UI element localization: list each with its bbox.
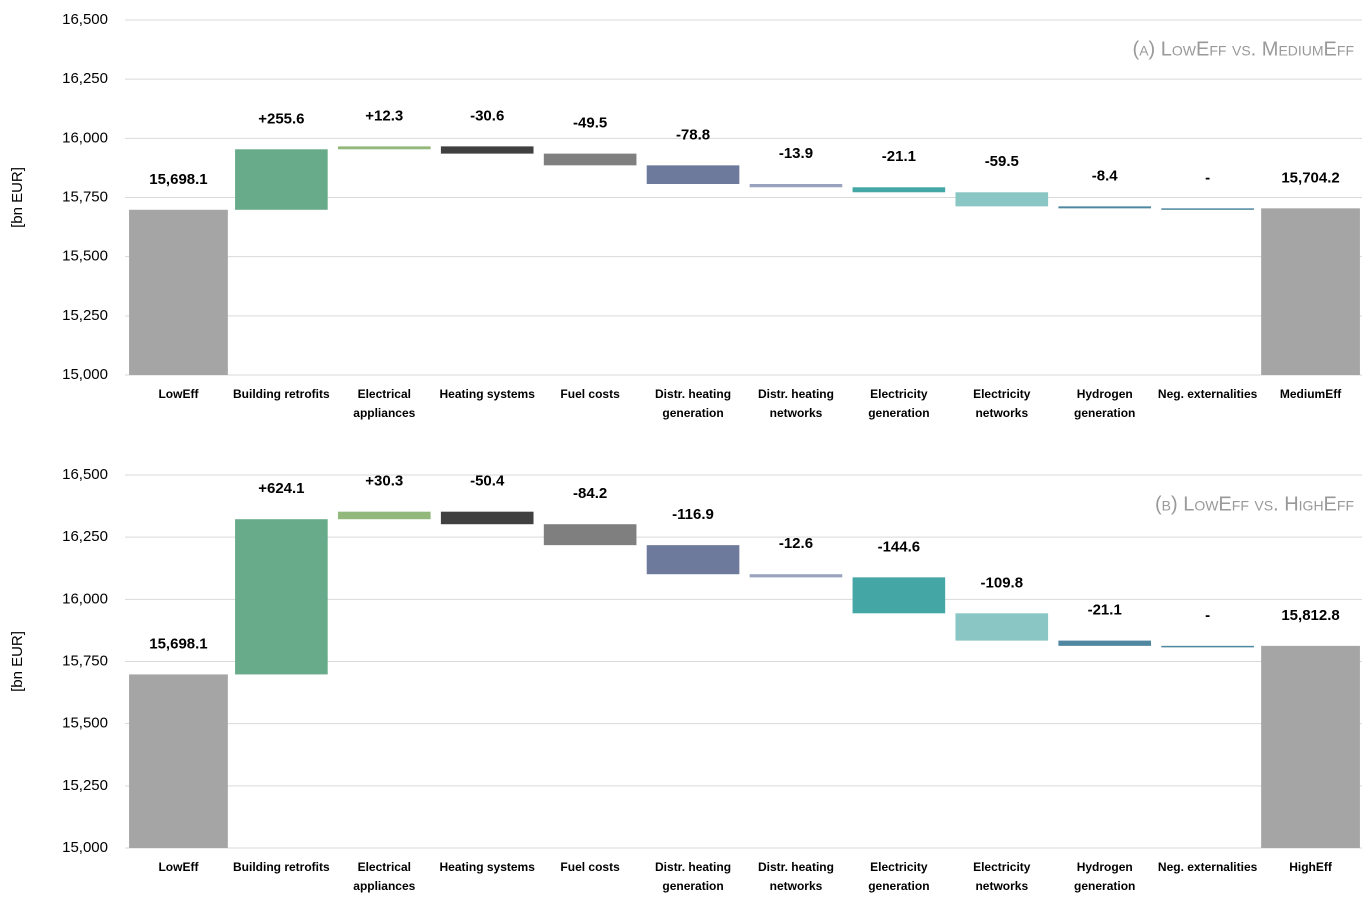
value-label: +30.3	[365, 473, 403, 490]
y-tick-label: 15,500	[62, 248, 108, 265]
value-label: -59.5	[985, 153, 1019, 170]
value-label: -30.6	[470, 107, 504, 124]
x-tick-label: Heating systems	[439, 860, 535, 874]
y-tick-label: 15,500	[62, 715, 108, 732]
bar	[852, 187, 946, 193]
value-label: -49.5	[573, 115, 607, 132]
bar	[1058, 640, 1152, 646]
y-tick-label: 15,250	[62, 307, 108, 324]
x-tick-label: Electricity generation	[868, 387, 930, 420]
x-tick-label: Building retrofits	[233, 387, 330, 401]
bar	[1161, 208, 1254, 210]
x-tick-label: Electrical appliances	[353, 387, 416, 420]
y-axis-label: [bn EUR]	[9, 631, 26, 692]
x-tick-label: Neg. externalities	[1157, 387, 1258, 401]
bar	[543, 153, 637, 166]
y-tick-label: 15,000	[62, 839, 108, 856]
x-tick-label: Neg. externalities	[1157, 860, 1258, 874]
bar	[749, 574, 843, 578]
y-tick-label: 15,750	[62, 652, 108, 669]
y-tick-label: 16,250	[62, 70, 108, 87]
bar	[1161, 645, 1254, 648]
value-label: -21.1	[1088, 602, 1122, 619]
bar	[1261, 208, 1360, 375]
bar	[235, 519, 328, 675]
chart-subtitle: (a) LowEff vs. MediumEff	[1133, 38, 1354, 60]
bar	[440, 511, 534, 525]
value-label: -12.6	[779, 535, 813, 552]
value-label: -50.4	[470, 473, 505, 490]
value-label: 15,698.1	[149, 171, 207, 188]
bar	[852, 577, 946, 614]
x-tick-label: Electricity networks	[973, 387, 1031, 420]
value-label: -84.2	[573, 485, 607, 502]
x-tick-label: Heating systems	[439, 387, 535, 401]
value-label: -	[1205, 607, 1210, 624]
bar	[129, 209, 228, 375]
value-label: -	[1205, 169, 1210, 186]
bar	[440, 146, 534, 154]
y-axis-label: [bn EUR]	[9, 167, 26, 228]
x-tick-label: Electrical appliances	[353, 860, 416, 893]
x-tick-label: MediumEff	[1279, 387, 1342, 401]
value-label: 15,704.2	[1281, 169, 1339, 186]
value-label: +624.1	[258, 480, 304, 497]
y-tick-label: 15,250	[62, 777, 108, 794]
value-label: -21.1	[882, 148, 916, 165]
x-tick-label: Hydrogen generation	[1074, 387, 1136, 420]
bar	[1058, 206, 1152, 209]
bar	[543, 524, 637, 546]
bar	[646, 165, 740, 184]
value-label: +255.6	[258, 110, 304, 127]
y-tick-label: 16,250	[62, 528, 108, 545]
bar	[955, 613, 1049, 641]
x-tick-label: Electricity generation	[868, 860, 930, 893]
bar	[337, 511, 431, 520]
bar	[749, 183, 843, 188]
bar	[1261, 645, 1360, 848]
x-tick-label: Hydrogen generation	[1074, 860, 1136, 893]
y-tick-label: 16,000	[62, 129, 108, 146]
y-tick-label: 16,000	[62, 590, 108, 607]
value-label: -13.9	[779, 145, 813, 162]
y-tick-label: 15,750	[62, 188, 108, 205]
x-tick-label: HighEff	[1289, 860, 1332, 874]
value-label: -109.8	[981, 574, 1024, 591]
bar	[337, 146, 431, 150]
value-label: 15,698.1	[149, 635, 207, 652]
value-label: -116.9	[672, 506, 714, 523]
x-tick-label: Distr. heating generation	[655, 860, 732, 893]
x-tick-label: Distr. heating networks	[757, 860, 834, 893]
chart-subtitle: (b) LowEff vs. HighEff	[1155, 493, 1354, 515]
y-tick-label: 16,500	[62, 466, 108, 483]
x-tick-label: Distr. heating networks	[757, 387, 834, 420]
x-tick-label: LowEff	[158, 860, 199, 874]
bar	[235, 149, 328, 210]
value-label: -8.4	[1092, 167, 1119, 184]
x-tick-label: LowEff	[158, 387, 199, 401]
bar	[129, 674, 228, 848]
x-tick-label: Distr. heating generation	[655, 387, 732, 420]
value-label: -78.8	[676, 126, 710, 143]
bar	[646, 545, 740, 575]
value-label: +12.3	[365, 107, 403, 124]
value-label: 15,812.8	[1281, 607, 1339, 624]
value-label: -144.6	[878, 538, 921, 555]
bar	[955, 192, 1049, 207]
x-tick-label: Fuel costs	[560, 860, 620, 874]
y-tick-label: 16,500	[62, 11, 108, 28]
x-tick-label: Building retrofits	[233, 860, 330, 874]
x-tick-label: Electricity networks	[973, 860, 1031, 893]
y-tick-label: 15,000	[62, 366, 108, 383]
x-tick-label: Fuel costs	[560, 387, 620, 401]
